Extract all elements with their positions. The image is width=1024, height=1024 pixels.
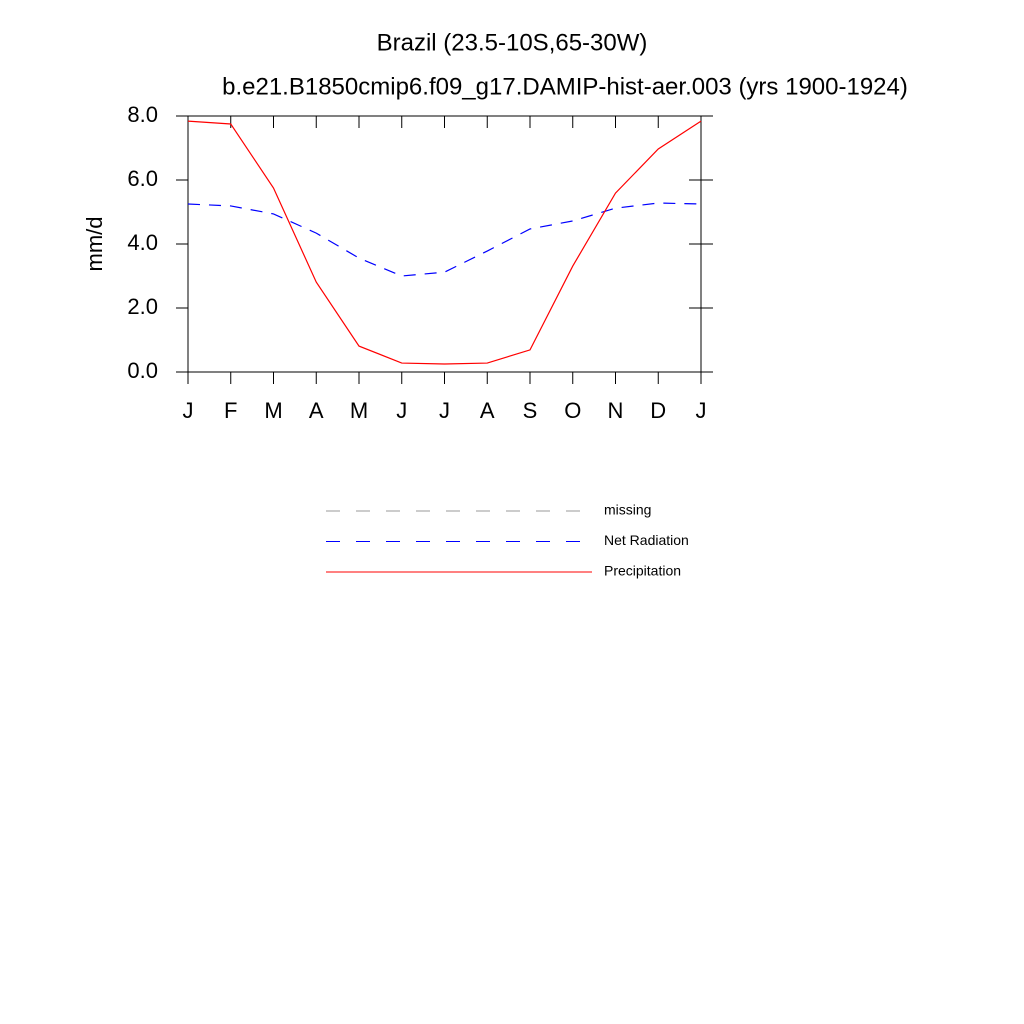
y-tick-label: 2.0 xyxy=(127,294,158,319)
chart-subtitle: b.e21.B1850cmip6.f09_g17.DAMIP-hist-aer.… xyxy=(222,73,908,100)
y-tick-label: 0.0 xyxy=(127,358,158,383)
y-tick-label: 6.0 xyxy=(127,166,158,191)
plot-frame xyxy=(187,115,702,373)
y-axis-label: mm/d xyxy=(82,217,107,272)
x-tick-label: J xyxy=(439,398,450,423)
series-line xyxy=(187,120,702,365)
x-tick-label: N xyxy=(608,398,624,423)
x-tick-label: M xyxy=(350,398,368,423)
x-tick-label: D xyxy=(650,398,666,423)
chart-title: Brazil (23.5-10S,65-30W) xyxy=(377,29,648,56)
legend-label: Precipitation xyxy=(604,563,681,579)
x-tick-label: J xyxy=(183,398,194,423)
x-tick-label: J xyxy=(696,398,707,423)
x-tick-label: F xyxy=(224,398,237,423)
legend-label: missing xyxy=(604,502,651,518)
y-tick-label: 4.0 xyxy=(127,230,158,255)
x-tick-label: O xyxy=(564,398,581,423)
x-tick-label: M xyxy=(264,398,282,423)
series-line xyxy=(187,202,702,277)
x-tick-label: S xyxy=(523,398,538,423)
x-tick-label: J xyxy=(396,398,407,423)
x-tick-label: A xyxy=(480,398,495,423)
x-tick-label: A xyxy=(309,398,324,423)
y-tick-label: 8.0 xyxy=(127,102,158,127)
legend-label: Net Radiation xyxy=(604,532,689,548)
